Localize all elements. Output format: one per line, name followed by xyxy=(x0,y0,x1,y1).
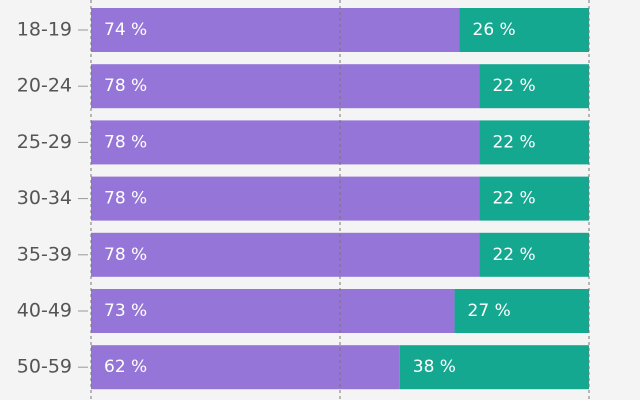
bar-segment xyxy=(479,232,589,277)
value-label: 26 % xyxy=(473,20,516,40)
value-label: 74 % xyxy=(104,20,147,40)
value-label: 38 % xyxy=(413,357,456,377)
value-label: 78 % xyxy=(104,76,147,96)
y-tick-label: 50-59 xyxy=(17,356,72,378)
bar-segment xyxy=(91,176,480,221)
bar-segment xyxy=(479,120,589,165)
bar-segment xyxy=(91,289,455,333)
bar-segment xyxy=(479,176,589,221)
bar-segment xyxy=(91,64,480,109)
y-tick-label: 35-39 xyxy=(17,243,72,265)
bar-segment xyxy=(91,345,400,390)
y-tick-label: 40-49 xyxy=(17,300,72,322)
bar-segment xyxy=(91,120,480,165)
y-tick-label: 18-19 xyxy=(17,19,72,41)
value-label: 22 % xyxy=(492,76,535,96)
bar-segment xyxy=(454,289,589,333)
bar-segment xyxy=(459,8,589,52)
value-label: 27 % xyxy=(468,301,511,321)
value-label: 78 % xyxy=(104,245,147,265)
value-label: 78 % xyxy=(104,189,147,209)
value-label: 78 % xyxy=(104,132,147,152)
bar-segment xyxy=(479,64,589,109)
value-label: 62 % xyxy=(104,357,147,377)
y-tick-label: 30-34 xyxy=(17,187,72,209)
bar-segment xyxy=(399,345,589,390)
y-tick-label: 20-24 xyxy=(17,75,72,97)
value-label: 22 % xyxy=(492,132,535,152)
bar-segment xyxy=(91,8,460,52)
value-label: 22 % xyxy=(492,189,535,209)
value-label: 73 % xyxy=(104,301,147,321)
value-label: 22 % xyxy=(492,245,535,265)
bar-segment xyxy=(91,232,480,277)
y-tick-label: 25-29 xyxy=(17,131,72,153)
